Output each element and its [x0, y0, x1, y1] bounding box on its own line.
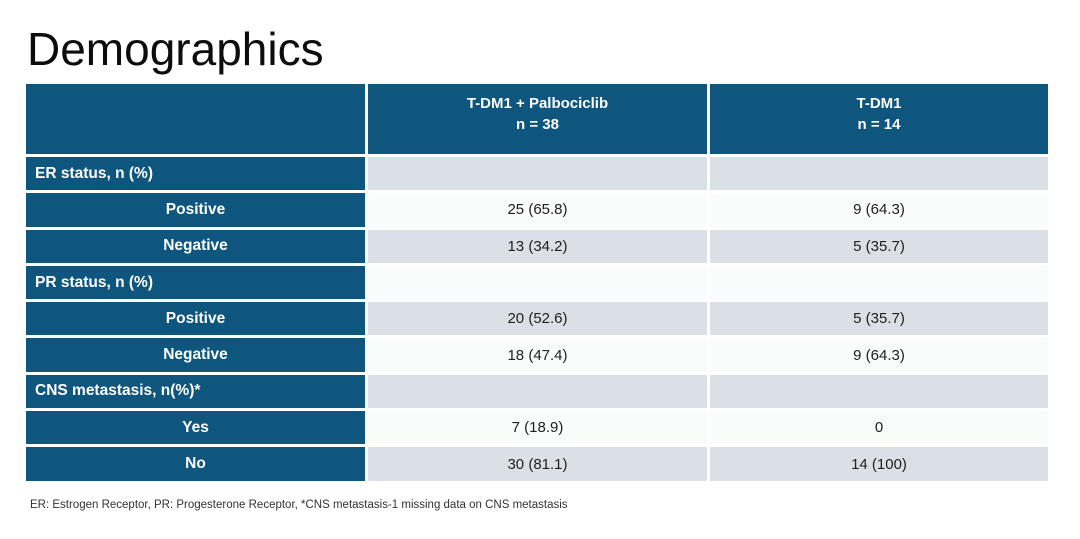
cell-er-positive-col1: 25 (65.8) [368, 193, 707, 227]
cell-cns-metastasis-col1 [368, 374, 707, 409]
cell-pr-negative-col2: 9 (64.3) [710, 338, 1048, 372]
column-subtitle: n = 14 [857, 116, 901, 133]
footnote: ER: Estrogen Receptor, PR: Progesterone … [30, 499, 568, 511]
column-subtitle: n = 38 [516, 116, 559, 133]
cell-pr-positive-col1: 20 (52.6) [368, 302, 707, 336]
header-col-tdm1-palbociclib: T-DM1 + Palbociclib n = 38 [368, 84, 707, 154]
cell-cns-no-col1: 30 (81.1) [368, 447, 707, 481]
demographics-table: T-DM1 + Palbociclib n = 38 T-DM1 n = 14 … [26, 84, 1048, 481]
row-label-pr-positive: Positive [26, 302, 365, 336]
cell-cns-metastasis-col2 [710, 374, 1048, 409]
cell-cns-yes-col2: 0 [710, 411, 1048, 445]
row-label-pr-status: PR status, n (%) [26, 265, 365, 300]
row-label-er-negative: Negative [26, 229, 365, 263]
column-title: T-DM1 + Palbociclib [466, 95, 609, 112]
cell-er-status-col2 [710, 157, 1048, 191]
column-title: T-DM1 [856, 95, 902, 112]
row-label-cns-no: No [26, 447, 365, 481]
cell-pr-negative-col1: 18 (47.4) [368, 338, 707, 372]
cell-pr-status-col1 [368, 265, 707, 300]
cell-cns-yes-col1: 7 (18.9) [368, 411, 707, 445]
slide-title: Demographics [27, 23, 324, 75]
row-label-cns-yes: Yes [26, 411, 365, 445]
cell-pr-positive-col2: 5 (35.7) [710, 302, 1048, 336]
cell-pr-status-col2 [710, 265, 1048, 300]
row-label-er-status: ER status, n (%) [26, 157, 365, 191]
header-col-tdm1: T-DM1 n = 14 [710, 84, 1048, 154]
cell-cns-no-col2: 14 (100) [710, 447, 1048, 481]
cell-er-status-col1 [368, 157, 707, 191]
row-label-cns-metastasis: CNS metastasis, n(%)* [26, 374, 365, 409]
cell-er-negative-col2: 5 (35.7) [710, 229, 1048, 263]
row-label-er-positive: Positive [26, 193, 365, 227]
row-label-pr-negative: Negative [26, 338, 365, 372]
header-empty-cell [26, 84, 365, 154]
cell-er-positive-col2: 9 (64.3) [710, 193, 1048, 227]
cell-er-negative-col1: 13 (34.2) [368, 229, 707, 263]
